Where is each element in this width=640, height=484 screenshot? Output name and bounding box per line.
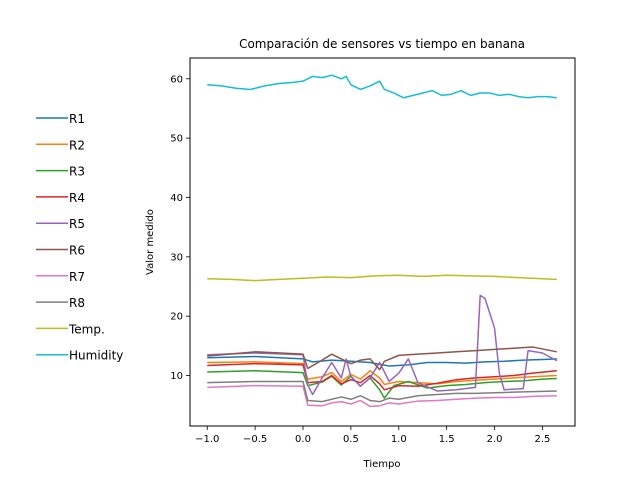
series-line-r2: [207, 361, 557, 386]
x-tick-label: 2.0: [487, 434, 503, 445]
legend-label-r8: R8: [69, 296, 85, 310]
series-line-humidity: [207, 74, 557, 99]
series-line-r6: [207, 346, 557, 371]
x-tick-label: 1.0: [391, 434, 407, 445]
y-tick-label: 20: [170, 312, 183, 323]
y-tick-label: 30: [170, 252, 183, 263]
legend-label-temp: Temp.: [68, 322, 105, 336]
legend: R1 R2 R3 R4 R5 R6 R7 R8 Temp. Humidity: [36, 112, 123, 363]
series-line-r1: [207, 355, 557, 367]
series-line-r7: [207, 384, 557, 408]
x-tick-label: −0.5: [243, 434, 267, 445]
series-line-r5: [207, 294, 558, 396]
x-tick-label: 0.5: [343, 434, 359, 445]
legend-label-r3: R3: [69, 165, 85, 179]
legend-label-r2: R2: [69, 138, 85, 152]
series-line-r3: [207, 370, 557, 399]
legend-label-r5: R5: [69, 217, 85, 231]
legend-label-r6: R6: [69, 244, 85, 258]
series-line-temp: [207, 274, 557, 282]
y-axis: 10 20 30 40 50 60: [170, 74, 190, 382]
x-axis-label: Tiempo: [363, 459, 401, 470]
plot-area-frame: [189, 57, 576, 427]
y-axis-label: Valor medido: [145, 209, 156, 275]
y-tick-label: 50: [170, 134, 183, 145]
y-tick-label: 40: [170, 193, 183, 204]
legend-label-r7: R7: [69, 270, 85, 284]
series-line-r4: [207, 362, 557, 391]
y-tick-label: 60: [170, 74, 183, 85]
y-tick-label: 10: [170, 371, 183, 382]
x-tick-label: −1.0: [195, 434, 219, 445]
x-tick-label: 0.0: [295, 434, 311, 445]
x-tick-label: 2.5: [534, 434, 550, 445]
legend-label-r1: R1: [69, 112, 85, 126]
legend-label-humidity: Humidity: [69, 349, 123, 363]
chart-title: Comparación de sensores vs tiempo en ban…: [239, 37, 525, 51]
x-axis: −1.0 −0.5 0.0 0.5 1.0 1.5 2.0 2.5: [195, 426, 550, 445]
legend-label-r4: R4: [69, 191, 85, 205]
series-layer: [207, 74, 558, 408]
x-tick-label: 1.5: [439, 434, 455, 445]
series-line-r8: [207, 380, 557, 403]
